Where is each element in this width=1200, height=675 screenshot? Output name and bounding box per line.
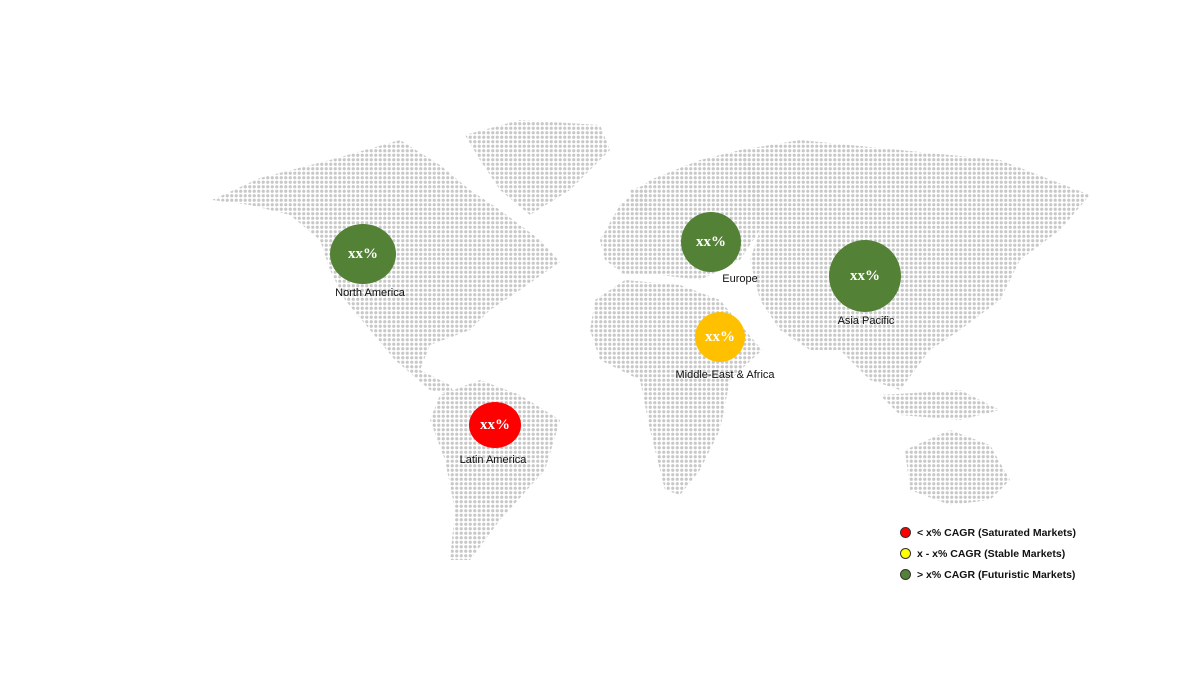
- label-latin-america: Latin America: [459, 454, 527, 466]
- bubble-asia-pacific: xx%: [829, 240, 901, 312]
- bubble-north-america: xx%: [330, 224, 396, 284]
- greenland-landmass: [465, 120, 610, 215]
- legend-label: x - x% CAGR (Stable Markets): [917, 547, 1066, 560]
- bubble-middle-east-africa: xx%: [695, 312, 745, 362]
- label-north-america: North America: [335, 287, 405, 299]
- legend-item-stable: x - x% CAGR (Stable Markets): [900, 543, 1076, 564]
- label-middle-east-africa: Middle-East & Africa: [675, 369, 775, 381]
- bubble-europe: xx%: [681, 212, 741, 272]
- label-asia-pacific: Asia Pacific: [837, 315, 895, 327]
- legend-label: > x% CAGR (Futuristic Markets): [917, 568, 1076, 581]
- legend-swatch: [900, 527, 911, 538]
- asia-landmass: [740, 140, 1090, 390]
- legend-label: < x% CAGR (Saturated Markets): [917, 526, 1077, 539]
- south-america-landmass: [430, 380, 560, 560]
- australia-landmass: [905, 430, 1010, 505]
- indonesia-landmass: [880, 390, 1000, 420]
- legend-item-saturated: < x% CAGR (Saturated Markets): [900, 522, 1076, 543]
- legend-swatch: [900, 569, 911, 580]
- africa-landmass: [590, 280, 762, 495]
- legend: < x% CAGR (Saturated Markets) x - x% CAG…: [900, 522, 1076, 585]
- label-europe: Europe: [722, 273, 758, 285]
- europe-landmass: [600, 150, 760, 280]
- legend-item-futuristic: > x% CAGR (Futuristic Markets): [900, 564, 1076, 585]
- bubble-latin-america: xx%: [469, 402, 521, 448]
- uk-landmass: [630, 185, 650, 215]
- legend-swatch: [900, 548, 911, 559]
